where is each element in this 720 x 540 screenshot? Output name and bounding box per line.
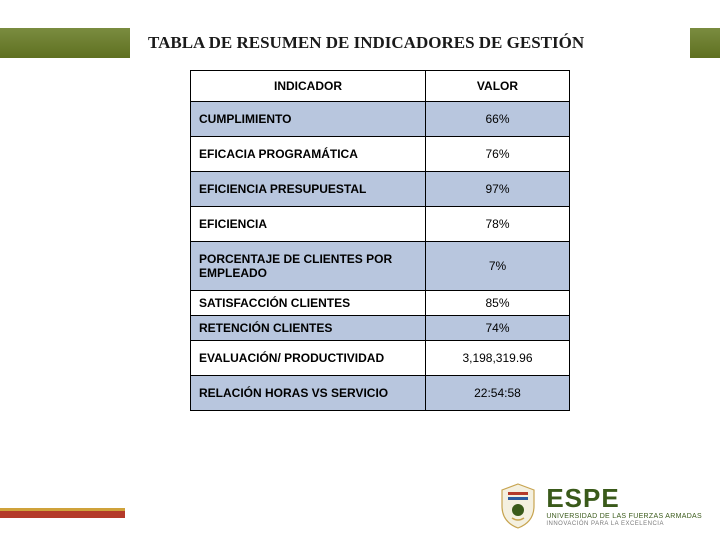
col-header-indicator: INDICADOR: [191, 71, 426, 102]
col-header-value: VALOR: [425, 71, 569, 102]
table-row: EFICIENCIA PRESUPUESTAL97%: [191, 172, 570, 207]
indicator-cell: EFICIENCIA: [191, 207, 426, 242]
logo-subtitle-2: INNOVACIÓN PARA LA EXCELENCIA: [546, 521, 702, 527]
footer-stripe: [0, 508, 125, 518]
table-row: CUMPLIMIENTO66%: [191, 102, 570, 137]
logo-main-text: ESPE: [546, 485, 702, 511]
value-cell: 22:54:58: [425, 376, 569, 411]
page-title: TABLA DE RESUMEN DE INDICADORES DE GESTI…: [130, 28, 690, 58]
table-row: RETENCIÓN CLIENTES74%: [191, 316, 570, 341]
indicator-cell: EFICACIA PROGRAMÁTICA: [191, 137, 426, 172]
indicator-cell: SATISFACCIÓN CLIENTES: [191, 291, 426, 316]
indicators-table-container: INDICADOR VALOR CUMPLIMIENTO66%EFICACIA …: [190, 70, 570, 411]
value-cell: 97%: [425, 172, 569, 207]
table-row: EFICACIA PROGRAMÁTICA76%: [191, 137, 570, 172]
value-cell: 74%: [425, 316, 569, 341]
page-title-text: TABLA DE RESUMEN DE INDICADORES DE GESTI…: [148, 33, 584, 53]
logo-subtitle-1: UNIVERSIDAD DE LAS FUERZAS ARMADAS: [546, 513, 702, 520]
indicator-cell: EVALUACIÓN/ PRODUCTIVIDAD: [191, 341, 426, 376]
footer-logo: ESPE UNIVERSIDAD DE LAS FUERZAS ARMADAS …: [498, 482, 702, 530]
value-cell: 78%: [425, 207, 569, 242]
indicator-cell: CUMPLIMIENTO: [191, 102, 426, 137]
table-row: SATISFACCIÓN CLIENTES85%: [191, 291, 570, 316]
indicator-cell: RELACIÓN HORAS VS SERVICIO: [191, 376, 426, 411]
value-cell: 85%: [425, 291, 569, 316]
table-row: EFICIENCIA78%: [191, 207, 570, 242]
value-cell: 66%: [425, 102, 569, 137]
logo-text-block: ESPE UNIVERSIDAD DE LAS FUERZAS ARMADAS …: [546, 485, 702, 527]
value-cell: 3,198,319.96: [425, 341, 569, 376]
shield-icon: [498, 482, 538, 530]
table-row: RELACIÓN HORAS VS SERVICIO22:54:58: [191, 376, 570, 411]
value-cell: 7%: [425, 242, 569, 291]
value-cell: 76%: [425, 137, 569, 172]
table-row: EVALUACIÓN/ PRODUCTIVIDAD3,198,319.96: [191, 341, 570, 376]
table-row: PORCENTAJE DE CLIENTES POR EMPLEADO7%: [191, 242, 570, 291]
indicator-cell: EFICIENCIA PRESUPUESTAL: [191, 172, 426, 207]
table-header-row: INDICADOR VALOR: [191, 71, 570, 102]
indicator-cell: RETENCIÓN CLIENTES: [191, 316, 426, 341]
indicators-table: INDICADOR VALOR CUMPLIMIENTO66%EFICACIA …: [190, 70, 570, 411]
indicator-cell: PORCENTAJE DE CLIENTES POR EMPLEADO: [191, 242, 426, 291]
